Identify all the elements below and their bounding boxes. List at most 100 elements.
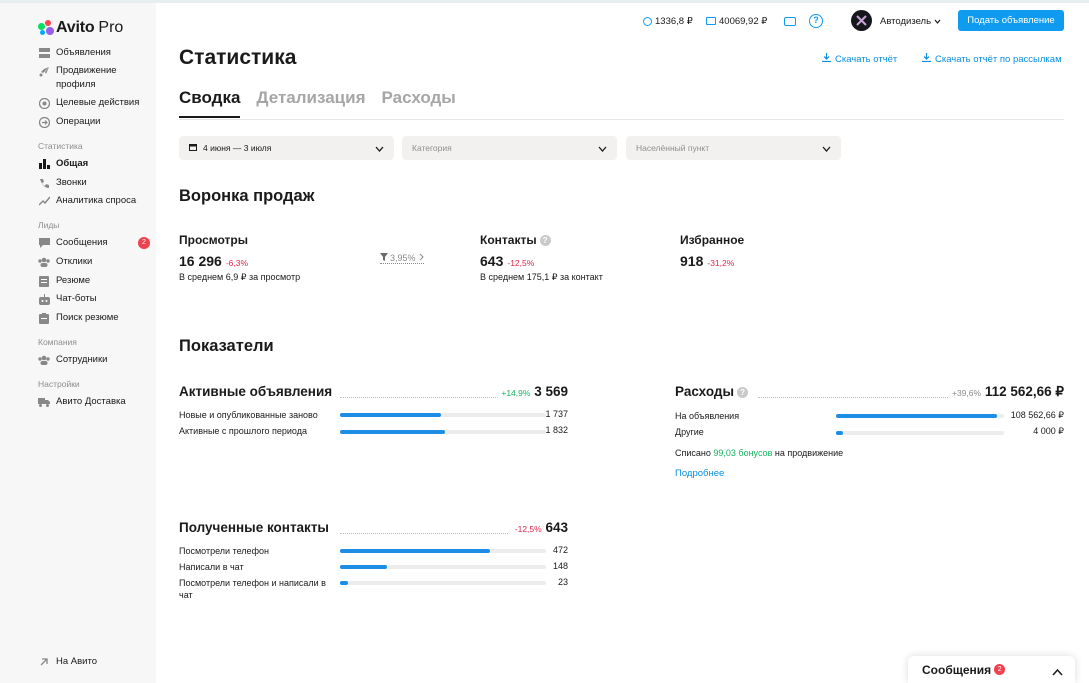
sidebar-item-label: На Авито <box>56 656 98 667</box>
sidebar-item-target-actions[interactable]: Целевые действия <box>38 96 150 110</box>
funnel-title: Воронка продаж <box>179 187 315 205</box>
expenses-row-label: Другие <box>675 427 704 437</box>
download-icon <box>922 53 931 65</box>
expenses-total-value: 112 562,66 ₽ <box>984 384 1064 399</box>
sidebar-section-stats: Статистика <box>38 141 83 151</box>
download-mailing-report-link[interactable]: Скачать отчёт по рассылкам <box>922 53 1062 65</box>
download-icon <box>822 53 831 65</box>
sidebar-item-to-avito[interactable]: На Авито <box>38 655 150 669</box>
dotted-leader <box>340 533 508 534</box>
active-ads-title: Активные объявления <box>179 384 333 399</box>
favorites-label: Избранное <box>680 233 745 247</box>
received-contacts-row-label: Посмотрели телефон и написали в чат <box>179 578 326 600</box>
help-circle-icon: ? <box>809 14 823 28</box>
help-icon[interactable]: ? <box>737 386 749 398</box>
contacts-delta: -12,5% <box>507 258 535 268</box>
active-ads-row-label: Активные с прошлого периода <box>179 426 307 436</box>
sidebar-item-label: Общая <box>56 158 89 169</box>
contacts-label: Контакты? <box>480 233 551 247</box>
help-button[interactable]: ? <box>809 10 823 32</box>
tab-details[interactable]: Детализация <box>256 88 366 107</box>
active-ads-delta: +14,9% <box>501 388 531 398</box>
download-report-link[interactable]: Скачать отчёт <box>822 53 897 65</box>
expenses-row-value: 108 562,66 ₽ <box>1010 410 1064 420</box>
sidebar-item-responses[interactable]: Отклики <box>38 255 150 269</box>
received-contacts-row-label: Написали в чат <box>179 562 244 572</box>
bar-fill <box>340 430 446 434</box>
sidebar-item-label: Авито Доставка <box>56 396 126 407</box>
sidebar-section-company: Компания <box>38 337 77 347</box>
wallet-icon <box>706 17 716 25</box>
expenses-bar <box>836 414 1004 418</box>
received-contacts-total: -12,5% 643 <box>490 520 568 535</box>
calendar-icon <box>189 143 197 153</box>
sidebar-item-demand-analytics[interactable]: Аналитика спроса <box>38 194 150 208</box>
received-contacts-bar <box>340 549 546 553</box>
cards-icon <box>784 16 796 26</box>
active-ads-row-value: 1 832 <box>545 425 568 435</box>
tab-expenses[interactable]: Расходы <box>381 88 456 107</box>
expenses-title-text: Расходы <box>675 384 735 399</box>
sidebar-item-label: Объявления <box>56 47 111 58</box>
more-details-link[interactable]: Подробнее <box>675 468 725 479</box>
bar-fill <box>340 581 349 585</box>
category-select[interactable]: Категория <box>402 136 617 160</box>
views-label: Просмотры <box>179 233 249 247</box>
avatar[interactable] <box>851 10 872 31</box>
download-report-label: Скачать отчёт <box>835 53 898 65</box>
contacts-number: 643 <box>480 253 504 269</box>
avito-pro-logo[interactable]: Avito Pro <box>38 17 123 39</box>
sidebar-item-employees[interactable]: Сотрудники <box>38 353 150 367</box>
balance-promo[interactable]: 1336,8 ₽ <box>643 10 693 32</box>
expenses-title: Расходы? <box>675 384 749 399</box>
conversion-rate[interactable]: 3,95% <box>380 253 424 264</box>
balance-wallet[interactable]: 40069,92 ₽ <box>706 10 767 32</box>
bonus-prefix: Списано <box>675 448 711 458</box>
sidebar-item-calls[interactable]: Звонки <box>38 176 150 190</box>
contacts-value: 643 -12,5% <box>480 253 534 269</box>
trend-icon <box>38 195 50 207</box>
messages-panel-label: Сообщения <box>922 662 992 677</box>
rocket-icon <box>38 65 50 77</box>
received-contacts-delta: -12,5% <box>514 524 542 534</box>
account-menu[interactable]: Автодизель <box>880 10 941 32</box>
download-mailing-report-label: Скачать отчёт по рассылкам <box>935 53 1062 65</box>
sidebar-section-settings: Настройки <box>38 379 80 389</box>
favorites-number: 918 <box>680 253 704 269</box>
sidebar-item-label: Поиск резюме <box>56 312 119 323</box>
operations-icon <box>38 116 50 128</box>
list-icon <box>38 47 50 59</box>
post-ad-button[interactable]: Подать объявление <box>958 10 1064 31</box>
expenses-total: +39,6% 112 562,66 ₽ <box>900 384 1064 400</box>
sidebar-item-chatbots[interactable]: Чат-боты <box>38 292 150 306</box>
category-placeholder: Категория <box>412 143 452 153</box>
sidebar-item-messages[interactable]: Сообщения 2 <box>38 236 150 250</box>
sidebar-item-label: Сообщения <box>56 237 108 248</box>
sidebar-item-promotion[interactable]: Продвижение профиля <box>38 64 150 92</box>
sidebar-item-operations[interactable]: Операции <box>38 115 150 129</box>
chevron-down-icon <box>822 144 831 154</box>
balance-wallet-value: 40069,92 ₽ <box>719 15 768 27</box>
chevron-up-icon <box>1052 665 1063 679</box>
sidebar-item-general[interactable]: Общая <box>38 157 150 171</box>
sidebar-item-resume-search[interactable]: Поиск резюме <box>38 311 150 325</box>
sidebar-item-resume[interactable]: Резюме <box>38 274 150 288</box>
messages-panel[interactable]: Сообщения 2 <box>908 656 1075 683</box>
active-ads-total: +14,9% 3 569 <box>480 384 568 399</box>
chat-icon <box>38 237 50 249</box>
views-number: 16 296 <box>179 253 222 269</box>
active-ads-row-label: Новые и опубликованные заново <box>179 410 318 420</box>
sidebar-item-ads[interactable]: Объявления <box>38 46 150 60</box>
cards-button[interactable] <box>784 10 796 32</box>
city-select[interactable]: Населённый пункт <box>626 136 841 160</box>
phone-icon <box>38 177 50 189</box>
tab-summary[interactable]: Сводка <box>179 88 241 118</box>
sidebar-item-avito-delivery[interactable]: Авито Доставка <box>38 395 150 409</box>
indicators-title: Показатели <box>179 337 274 355</box>
help-icon[interactable]: ? <box>539 235 551 247</box>
date-range-select[interactable]: 4 июня — 3 июля <box>179 136 394 160</box>
contacts-sub: В среднем 175,1 ₽ за контакт <box>480 272 603 282</box>
views-sub: В среднем 6,9 ₽ за просмотр <box>179 272 301 282</box>
tabs: Сводка Детализация Расходы <box>179 88 472 118</box>
chevron-down-icon <box>375 144 384 154</box>
